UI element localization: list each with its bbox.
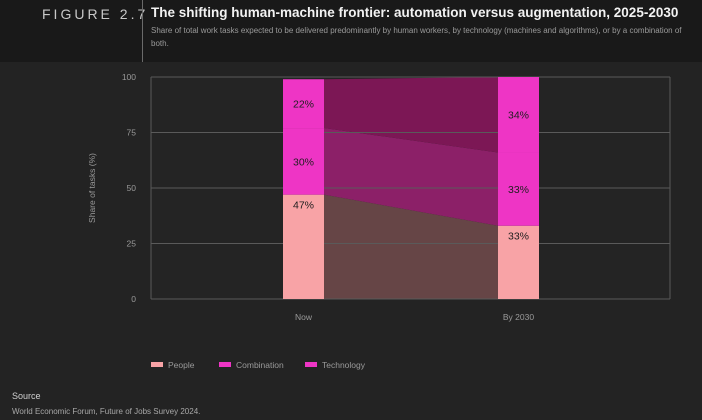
header-divider bbox=[142, 0, 143, 62]
area-technology bbox=[324, 77, 498, 153]
data-label-now-technology: 22% bbox=[293, 99, 314, 111]
bars bbox=[283, 77, 539, 299]
y-tick-label: 50 bbox=[127, 183, 137, 193]
source-label: Source bbox=[12, 391, 41, 401]
y-tick-label: 75 bbox=[127, 128, 137, 138]
data-label-now-combination: 30% bbox=[293, 156, 314, 168]
area-people bbox=[324, 194, 498, 299]
legend-label-combination: Combination bbox=[236, 360, 284, 370]
bar-by-2030-people bbox=[498, 225, 539, 299]
bar-by-2030-technology bbox=[498, 77, 539, 153]
area-combination bbox=[324, 128, 498, 226]
chart-title: The shifting human-machine frontier: aut… bbox=[151, 5, 679, 20]
header: FIGURE 2.7 The shifting human-machine fr… bbox=[0, 0, 702, 62]
axes: 0 25 50 75 100 Share of tasks (%) Now By 2030 bbox=[87, 72, 534, 322]
bar-now-technology bbox=[283, 79, 324, 129]
legend: People Combination Technology bbox=[151, 360, 366, 370]
bar-by-2030-combination bbox=[498, 152, 539, 226]
data-label-by-2030-technology: 34% bbox=[508, 110, 529, 122]
data-label-now-people: 47% bbox=[293, 200, 314, 212]
source-text: World Economic Forum, Future of Jobs Sur… bbox=[12, 407, 201, 416]
chart: 47% 30% 22% 33% 33% 34% 0 25 50 75 100 Share of ta… bbox=[87, 72, 671, 370]
legend-swatch-people bbox=[151, 362, 163, 367]
x-tick-label-now: Now bbox=[295, 312, 313, 322]
data-label-by-2030-combination: 33% bbox=[508, 184, 529, 196]
legend-label-technology: Technology bbox=[322, 360, 366, 370]
gridlines bbox=[150, 76, 671, 300]
y-axis-label: Share of tasks (%) bbox=[87, 153, 97, 223]
legend-swatch-combination bbox=[219, 362, 231, 367]
y-tick-label: 0 bbox=[131, 294, 136, 304]
y-tick-label: 25 bbox=[127, 239, 137, 249]
bar-now-people bbox=[283, 194, 324, 299]
legend-swatch-technology bbox=[305, 362, 317, 367]
y-tick-label: 100 bbox=[122, 72, 136, 82]
x-tick-label-by-2030: By 2030 bbox=[503, 312, 534, 322]
data-labels: 47% 30% 22% 33% 33% 34% bbox=[293, 99, 529, 243]
figure-label: FIGURE 2.7 bbox=[42, 6, 149, 22]
legend-label-people: People bbox=[168, 360, 195, 370]
bar-now-combination bbox=[283, 128, 324, 195]
data-label-by-2030-people: 33% bbox=[508, 231, 529, 243]
chart-subtitle: Share of total work tasks expected to be… bbox=[151, 26, 682, 48]
